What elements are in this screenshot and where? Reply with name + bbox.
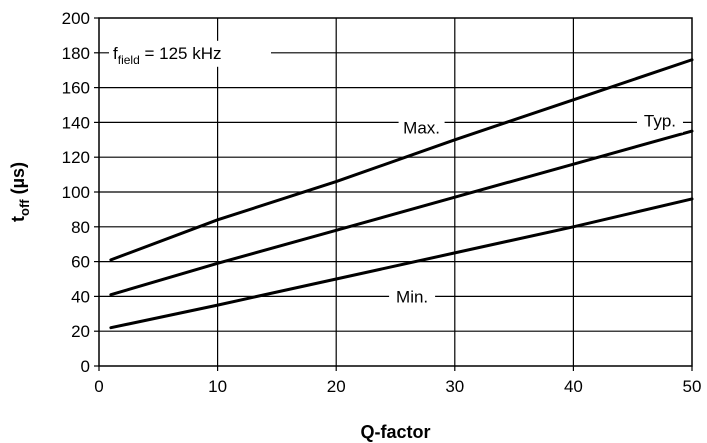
y-tick-labels: 0 20 40 60 80 100 120 140 160 180 200 bbox=[62, 9, 99, 376]
x-axis-title: Q-factor bbox=[360, 422, 430, 442]
y-axis-title-sub: off bbox=[17, 199, 32, 216]
y-tick-label: 0 bbox=[81, 357, 90, 376]
y-tick-label: 160 bbox=[62, 79, 90, 98]
x-tick-label: 0 bbox=[94, 377, 103, 396]
series-line-typ bbox=[109, 129, 694, 297]
y-tick-label: 20 bbox=[71, 322, 90, 341]
x-tick-label: 20 bbox=[327, 377, 346, 396]
y-tick-label: 100 bbox=[62, 183, 90, 202]
y-axis-title-main: t bbox=[8, 216, 28, 222]
y-axis-title: toff (µs) bbox=[8, 162, 32, 222]
series-line-max bbox=[109, 58, 694, 262]
series-label-bg bbox=[389, 284, 436, 309]
series-lines bbox=[109, 58, 694, 330]
x-tick-label: 10 bbox=[208, 377, 227, 396]
series-labels: Max. Typ. Min. bbox=[389, 108, 683, 309]
y-tick-label: 80 bbox=[71, 218, 90, 237]
series-line-min bbox=[109, 197, 694, 330]
series-label-min: Min. bbox=[396, 287, 428, 306]
y-axis-title-unit: (µs) bbox=[8, 162, 28, 199]
x-tick-labels: 0 10 20 30 40 50 bbox=[94, 366, 701, 396]
y-tick-label: 40 bbox=[71, 287, 90, 306]
grid bbox=[99, 18, 692, 366]
x-tick-label: 30 bbox=[445, 377, 464, 396]
y-tick-label: 200 bbox=[62, 9, 90, 28]
annotation-main: f bbox=[113, 44, 118, 63]
series-label-typ: Typ. bbox=[644, 112, 676, 131]
y-tick-label: 180 bbox=[62, 44, 90, 63]
annotation-bg bbox=[109, 40, 271, 67]
x-tick-label: 40 bbox=[564, 377, 583, 396]
annotation-rest: = 125 kHz bbox=[140, 44, 222, 63]
y-tick-label: 140 bbox=[62, 113, 90, 132]
series-label-bg bbox=[398, 115, 445, 140]
y-tick-label: 60 bbox=[71, 253, 90, 272]
x-tick-label: 50 bbox=[683, 377, 702, 396]
frequency-annotation: ffield = 125 kHz bbox=[109, 40, 271, 67]
series-label-max: Max. bbox=[403, 119, 440, 138]
annotation-text: ffield = 125 kHz bbox=[113, 44, 222, 67]
series-label-bg bbox=[636, 108, 683, 133]
y-tick-label: 120 bbox=[62, 148, 90, 167]
annotation-sub: field bbox=[118, 53, 140, 67]
